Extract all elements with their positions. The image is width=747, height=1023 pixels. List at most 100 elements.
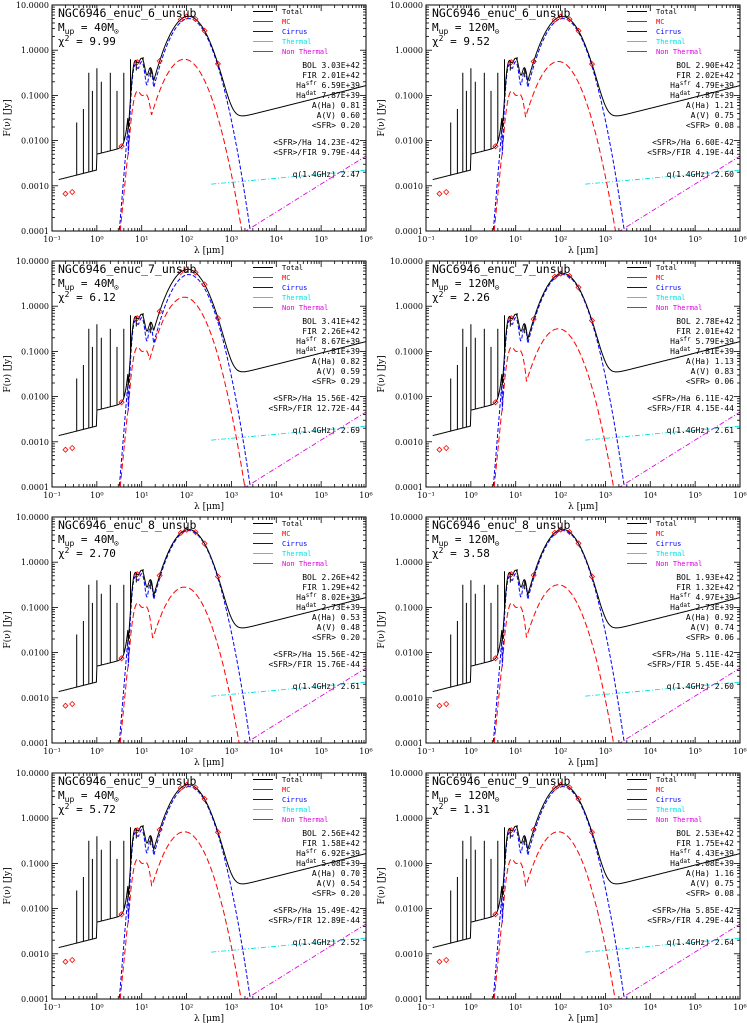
x-tick-label: 10⁻¹ [43, 1003, 61, 1012]
stat-sfr-ha: <SFR>/Ha 15.56E-42 [273, 394, 360, 403]
observed-point [62, 958, 69, 965]
x-tick-label: 10³ [225, 1003, 238, 1012]
curves [58, 266, 366, 487]
stat-sfr: <SFR> 0.20 [312, 889, 360, 898]
y-tick-label: 0.0100 [395, 649, 423, 658]
stat-name: Ha [670, 593, 680, 602]
mc-series-line [119, 831, 242, 999]
observed-point [436, 190, 443, 197]
stat-name: A(Ha) [312, 101, 341, 110]
stat-sfr-fir: <SFR>/FIR 4.15E-44 [647, 404, 734, 413]
y-tick-label: 10.0000 [390, 1, 423, 10]
y-tick-label: 0.0001 [395, 483, 423, 492]
mup-label: Mup = 120M⊙ [432, 533, 500, 548]
stat-ha-sfr: Hasfr 4.97E+39 [670, 592, 734, 602]
x-tick-label: 10² [554, 491, 567, 500]
observed-point [436, 958, 443, 965]
legend-label: MC [282, 786, 290, 794]
x-tick-label: 10¹ [509, 1003, 522, 1012]
stat-value: 0.20 [341, 889, 360, 898]
stat-fir: FIR 2.01E+42 [676, 327, 734, 336]
y-tick-label: 0.0010 [395, 950, 423, 959]
stat-a-v: A(V) 0.75 [691, 879, 735, 888]
plot-frame [425, 516, 741, 744]
y-tick-label: 0.1000 [21, 91, 49, 100]
cirrus-series-line [118, 18, 251, 231]
stat-ha-dat: Hadat 7.81E+39 [296, 346, 360, 356]
observed-point [156, 572, 163, 579]
legend-label: Cirrus [656, 796, 681, 804]
stat-value: 0.59 [341, 367, 360, 376]
stat-name: <SFR> [686, 889, 715, 898]
stat-a-v: A(V) 0.59 [317, 367, 361, 376]
stat-value: 0.74 [715, 623, 734, 632]
stat-name: BOL [676, 573, 695, 582]
stat-name: BOL [302, 317, 321, 326]
observed-point [156, 308, 163, 315]
x-tick-label: 10⁴ [270, 491, 283, 500]
curves [58, 13, 366, 231]
stat-q-radio: q(1.4GHz) 2.61 [293, 682, 361, 691]
panel-title: NGC6946_enuc_7_unsub [58, 262, 197, 276]
x-tick-label: 10² [180, 491, 193, 500]
x-tick-label: 10¹ [135, 1003, 148, 1012]
stat-value: 5.45E-44 [695, 660, 734, 669]
y-tick-label: 0.0100 [21, 905, 49, 914]
stat-q-radio: q(1.4GHz) 2.60 [667, 682, 735, 691]
mup-equals: = [448, 277, 468, 290]
observed-point [566, 784, 573, 791]
stat-sfr-fir: <SFR>/FIR 4.19E-44 [647, 148, 734, 157]
stat-value: 1.93E+42 [695, 573, 734, 582]
y-tick-label: 0.0010 [21, 182, 49, 191]
stat-fir: FIR 1.32E+42 [676, 583, 734, 592]
stat-sfr-ha: <SFR>/Ha 15.56E-42 [273, 650, 360, 659]
chi-equals: = [443, 35, 463, 48]
thermal-series-line [585, 937, 740, 953]
x-tick-label: 10⁰ [464, 491, 477, 500]
x-tick-label: 10³ [599, 491, 612, 500]
x-tick-label: 10¹ [135, 747, 148, 756]
observed-point [575, 27, 582, 34]
observed-point [177, 784, 184, 792]
observed-point [69, 956, 76, 964]
x-tick-label: 10³ [225, 747, 238, 756]
stat-a-v: A(V) 0.75 [691, 111, 735, 120]
total-series-line [432, 528, 740, 693]
plot-frame [425, 772, 741, 1000]
stat-superscript: sfr [306, 80, 317, 87]
chi-symbol: χ [432, 803, 439, 816]
stat-fir: FIR 2.26E+42 [302, 327, 360, 336]
stat-value: 0.92 [715, 613, 734, 622]
observed-point [436, 446, 443, 453]
stat-bol: BOL 2.78E+42 [676, 317, 734, 326]
stat-superscript: dat [680, 346, 691, 353]
mup-value: 120 [468, 533, 488, 546]
observed-point [201, 281, 208, 288]
chi2-label: χ2 = 9.52 [432, 34, 490, 48]
stat-bol: BOL 1.93E+42 [676, 573, 734, 582]
mup-prefix: M [58, 789, 65, 802]
stat-name: A(V) [317, 111, 341, 120]
x-tick-label: 10⁰ [464, 235, 477, 244]
observed-point [183, 526, 190, 533]
mup-label: Mup = 40M⊙ [58, 789, 119, 804]
mup-label: Mup = 40M⊙ [58, 277, 119, 292]
observed-point [492, 399, 499, 406]
x-tick-label: 10⁵ [314, 491, 327, 500]
stat-name: BOL [676, 61, 695, 70]
stat-value: 2.53E+42 [695, 829, 734, 838]
stat-superscript: sfr [680, 592, 691, 599]
sun-symbol: ⊙ [495, 283, 500, 292]
chi2-value: 3.58 [463, 547, 490, 560]
x-tick-label: 10⁶ [359, 491, 372, 500]
legend-label: Cirrus [656, 284, 681, 292]
x-tick-label: 10⁰ [90, 1003, 103, 1012]
x-tick-label: 10¹ [135, 235, 148, 244]
thermal-series-line [211, 425, 366, 441]
cirrus-series-line [492, 530, 625, 743]
stat-bol: BOL 2.26E+42 [302, 573, 360, 582]
mc-series-line [493, 61, 616, 231]
stat-value: 7.81E+39 [317, 347, 361, 356]
chi-symbol: χ [58, 35, 65, 48]
stat-value: 0.54 [341, 879, 360, 888]
